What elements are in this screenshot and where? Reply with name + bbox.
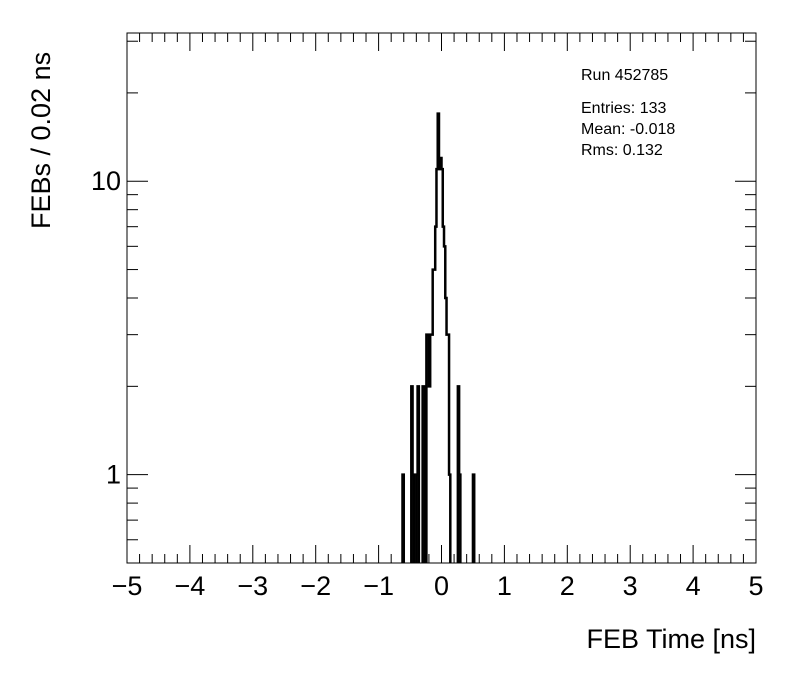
- x-tick-label: −5: [112, 571, 143, 601]
- x-tick-label: 4: [686, 571, 701, 601]
- x-tick-labels: −5 −4 −3 −2 −1 0 1 2 3 4 5: [112, 571, 764, 601]
- entries-stat: Entries: 133: [581, 100, 666, 117]
- mean-stat: Mean: -0.018: [581, 121, 675, 138]
- y-axis-label: FEBs / 0.02 ns: [26, 52, 56, 229]
- x-tick-label: −4: [175, 571, 206, 601]
- x-tick-label: 3: [623, 571, 638, 601]
- plot-frame: [126, 32, 757, 564]
- y-tick-label: 10: [91, 166, 121, 196]
- x-tick-label: 0: [434, 571, 449, 601]
- run-number: Run 452785: [581, 67, 668, 84]
- x-tick-label: −3: [237, 571, 268, 601]
- x-tick-label: 2: [560, 571, 575, 601]
- x-tick-label: 1: [497, 571, 512, 601]
- x-axis-label: FEB Time [ns]: [586, 624, 756, 654]
- x-tick-label: −2: [300, 571, 331, 601]
- x-tick-label: 5: [748, 571, 763, 601]
- y-tick-labels: 1 10: [91, 166, 121, 489]
- rms-stat: Rms: 0.132: [581, 142, 663, 159]
- histogram-line: [401, 112, 476, 563]
- x-tick-label: −1: [363, 571, 394, 601]
- y-tick-label: 1: [106, 460, 121, 490]
